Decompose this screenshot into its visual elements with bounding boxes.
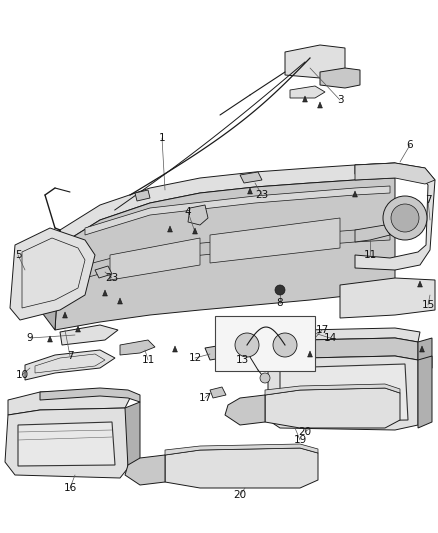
- Text: 23: 23: [106, 273, 119, 283]
- Polygon shape: [307, 351, 312, 357]
- Text: 14: 14: [323, 333, 337, 343]
- Text: 20: 20: [233, 490, 247, 500]
- Polygon shape: [280, 364, 408, 422]
- Polygon shape: [5, 408, 130, 478]
- Circle shape: [391, 204, 419, 232]
- Polygon shape: [76, 326, 81, 332]
- Polygon shape: [268, 356, 418, 430]
- Polygon shape: [40, 230, 60, 330]
- Text: 10: 10: [15, 370, 28, 380]
- Text: 17: 17: [198, 393, 212, 403]
- Polygon shape: [110, 238, 200, 280]
- Polygon shape: [265, 388, 400, 428]
- Polygon shape: [290, 86, 325, 98]
- Polygon shape: [18, 422, 115, 466]
- Polygon shape: [225, 395, 265, 425]
- Text: 7: 7: [425, 195, 431, 205]
- Polygon shape: [48, 336, 53, 342]
- Polygon shape: [210, 387, 226, 398]
- Text: 8: 8: [277, 298, 283, 308]
- Polygon shape: [95, 266, 112, 278]
- Bar: [215, 316, 315, 371]
- Text: 17: 17: [315, 325, 328, 335]
- Text: 11: 11: [141, 355, 155, 365]
- Text: 9: 9: [27, 333, 33, 343]
- Polygon shape: [418, 356, 432, 428]
- Polygon shape: [420, 346, 424, 352]
- Polygon shape: [355, 225, 390, 242]
- Text: 12: 12: [188, 353, 201, 363]
- Text: 16: 16: [64, 483, 77, 493]
- Polygon shape: [268, 338, 418, 362]
- Circle shape: [383, 196, 427, 240]
- Text: 7: 7: [67, 351, 73, 361]
- Polygon shape: [120, 340, 155, 355]
- Polygon shape: [40, 388, 140, 402]
- Text: 13: 13: [235, 355, 249, 365]
- Circle shape: [260, 373, 270, 383]
- Polygon shape: [340, 278, 435, 318]
- Polygon shape: [168, 226, 173, 232]
- Polygon shape: [117, 298, 122, 304]
- Polygon shape: [125, 455, 165, 485]
- Polygon shape: [10, 228, 95, 320]
- Text: 23: 23: [255, 190, 268, 200]
- Polygon shape: [60, 163, 395, 245]
- Text: 15: 15: [421, 300, 434, 310]
- Polygon shape: [63, 312, 67, 318]
- Polygon shape: [268, 328, 420, 345]
- Polygon shape: [240, 172, 262, 183]
- Text: 5: 5: [15, 250, 21, 260]
- Polygon shape: [285, 45, 345, 78]
- Polygon shape: [247, 188, 252, 194]
- Polygon shape: [55, 178, 395, 330]
- Bar: [95, 412, 103, 416]
- Polygon shape: [25, 350, 115, 380]
- Polygon shape: [303, 96, 307, 102]
- Polygon shape: [135, 190, 150, 201]
- Polygon shape: [85, 228, 390, 278]
- Polygon shape: [60, 325, 118, 345]
- Polygon shape: [205, 343, 240, 360]
- Text: 4: 4: [185, 207, 191, 217]
- Text: 1: 1: [159, 133, 165, 143]
- Bar: [228, 349, 234, 357]
- Polygon shape: [355, 163, 435, 184]
- Polygon shape: [165, 448, 318, 488]
- Circle shape: [235, 333, 259, 357]
- Polygon shape: [188, 205, 208, 225]
- Polygon shape: [417, 281, 422, 287]
- Polygon shape: [173, 346, 177, 352]
- Polygon shape: [265, 384, 400, 395]
- Polygon shape: [125, 402, 140, 468]
- Text: 19: 19: [293, 435, 307, 445]
- Bar: [219, 349, 225, 357]
- Text: 11: 11: [364, 250, 377, 260]
- Polygon shape: [102, 290, 107, 296]
- Polygon shape: [318, 102, 322, 108]
- Polygon shape: [85, 186, 390, 235]
- Polygon shape: [8, 390, 130, 415]
- Text: 3: 3: [337, 95, 343, 105]
- Polygon shape: [353, 191, 357, 197]
- Polygon shape: [307, 332, 324, 343]
- Circle shape: [273, 333, 297, 357]
- Bar: [210, 349, 216, 357]
- Polygon shape: [210, 218, 340, 263]
- Text: 20: 20: [298, 427, 311, 437]
- Polygon shape: [165, 444, 318, 455]
- Polygon shape: [418, 338, 432, 372]
- Polygon shape: [320, 68, 360, 88]
- Polygon shape: [355, 163, 435, 270]
- Text: 6: 6: [407, 140, 413, 150]
- Circle shape: [275, 285, 285, 295]
- Polygon shape: [193, 228, 198, 234]
- Bar: [355, 361, 363, 365]
